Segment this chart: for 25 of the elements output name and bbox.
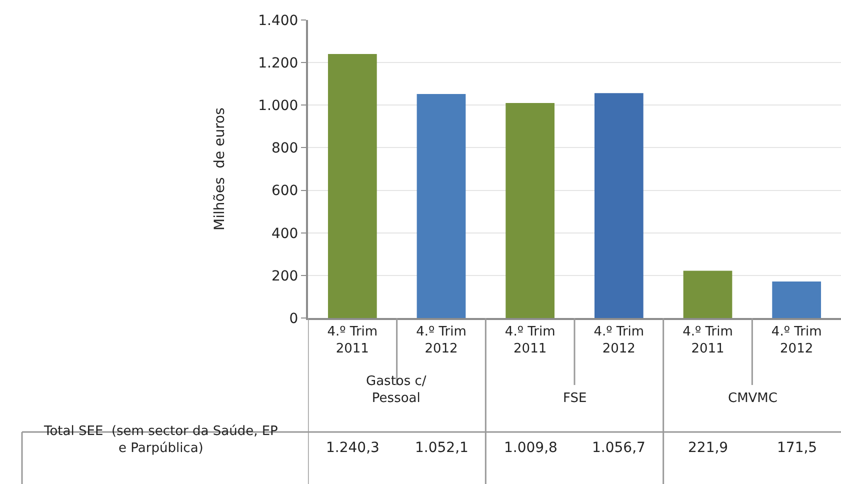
x-tick-label: 4.º Trim 2012	[771, 324, 822, 356]
text: FSE	[563, 391, 587, 406]
x-tick-label: 4.º Trim 2011	[682, 324, 733, 356]
y-tick-label: 1.000	[258, 98, 298, 114]
x-tick-label: 4.º Trim 2012	[416, 324, 466, 356]
y-tick-label: 600	[271, 183, 298, 200]
x-tick-label: 4.º Trim 2011	[504, 324, 556, 356]
y-tick-label: 0	[289, 310, 298, 327]
y-tick-label: 1.200	[258, 55, 298, 72]
y-axis-title: Milhões de euros	[212, 108, 228, 230]
x-tick-label: 4.º Trim 2011	[327, 324, 378, 356]
text: Gastos c/ Pessoal	[366, 374, 427, 406]
y-tick-label: 400	[271, 226, 298, 242]
y-tick-label: 800	[271, 140, 298, 157]
data-label: 221,9	[688, 440, 728, 456]
data-label: 171,5	[777, 440, 818, 456]
data-label: 1.052,1	[415, 440, 468, 456]
y-tick-label: 200	[271, 268, 298, 284]
data-label: 1.056,7	[592, 440, 646, 456]
y-tick-label: 1.400	[258, 12, 298, 29]
data-label: 1.240,3	[326, 440, 380, 456]
text: CMVMC	[728, 391, 778, 406]
text: Total SEE (sem sector da Saúde, EP e Parpública)	[43, 424, 278, 456]
x-tick-label: 4.º Trim 2012	[594, 324, 644, 356]
data-label: 1.009,8	[504, 440, 558, 456]
